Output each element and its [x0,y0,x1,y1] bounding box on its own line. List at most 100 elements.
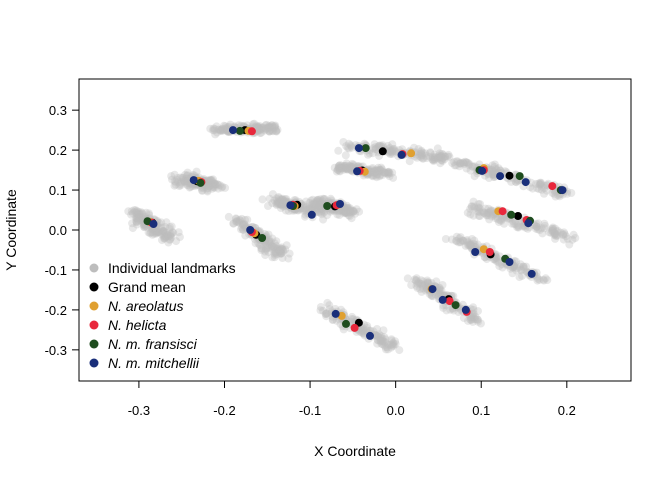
landmark-point [452,236,461,245]
landmark-point [172,237,181,246]
landmark-point [560,230,569,239]
landmark-point [438,154,447,163]
landmark-point [255,124,264,133]
landmark-point [537,185,546,194]
landmark-point [417,149,426,158]
landmark-point [235,216,244,225]
landmark-point [300,204,309,213]
landmark-point [403,274,412,283]
landmark-point [347,206,356,215]
landmark-point [378,141,387,150]
landmark-point [387,148,396,157]
landmark-point [344,164,352,173]
landmark-point [274,244,283,253]
landmark-point [316,200,325,209]
landmark-point [391,340,400,348]
landmark-point [277,245,286,253]
landmark-point [500,219,509,228]
landmark-point [308,204,316,213]
landmark-point [497,216,506,225]
landmark-point [542,186,551,195]
landmark-point [137,216,145,225]
landmark-point [414,278,423,287]
landmark-point [418,154,427,163]
landmark-point [391,147,400,156]
landmark-point [284,254,293,263]
landmark-point [275,245,284,254]
landmark-point [372,331,381,340]
landmark-point [158,227,167,236]
landmark-point [413,153,421,162]
landmark-point [241,215,249,224]
landmark-point [173,174,182,182]
landmark-point [459,314,468,322]
landmark-point [235,215,244,224]
landmark-point [137,213,146,222]
landmark-point [516,260,525,269]
landmark-point [304,204,313,213]
landmark-point [338,163,347,172]
landmark-clouds [124,119,580,355]
landmark-point [487,165,496,174]
mean-point [286,201,295,210]
landmark-point [285,249,294,258]
landmark-point [334,146,343,155]
landmark-point [489,170,498,179]
landmark-point [548,226,557,235]
landmark-point [494,164,503,173]
landmark-point [385,169,394,178]
landmark-point [438,281,447,289]
landmark-point [483,209,492,217]
landmark-point [342,142,351,151]
landmark-point [565,240,574,249]
landmark-point [454,308,463,316]
landmark-point [256,241,265,250]
landmark-point [262,120,271,129]
y-tick-label: 0.3 [49,103,67,118]
landmark-point [437,150,446,158]
landmark-point [359,326,368,334]
landmark-point [468,162,477,171]
landmark-point [340,209,349,218]
landmark-point [279,202,288,211]
landmark-point [211,180,220,189]
landmark-point [183,176,192,185]
landmark-point [384,168,393,177]
landmark-point [166,232,175,240]
landmark-point [268,121,276,130]
landmark-point [265,123,274,132]
landmark-point [539,276,548,285]
mean-point [478,166,487,175]
landmark-point [179,175,188,184]
landmark-point [145,211,154,220]
landmark-point [440,152,449,161]
landmark-point [270,249,279,258]
landmark-point [341,163,350,172]
x-axis-title: X Coordinate [314,443,396,459]
landmark-point [342,208,351,217]
landmark-point [209,175,218,184]
landmark-point [238,220,247,229]
landmark-point [348,312,356,321]
landmark-point [488,161,497,170]
landmark-point [344,163,353,172]
landmark-point [133,210,142,219]
landmark-point [435,151,444,160]
legend-swatch [89,339,99,349]
landmark-point [548,188,557,197]
landmark-point [253,124,262,133]
landmark-point [474,203,483,212]
mean-point [258,234,267,242]
landmark-point [277,249,286,258]
landmark-point [488,211,497,220]
landmark-point [531,224,540,233]
landmark-point [481,204,490,213]
y-tick-label: 0.2 [49,143,67,158]
y-axis-title: Y Coordinate [3,189,19,271]
landmark-point [466,241,475,250]
landmark-point [275,248,284,257]
landmark-point [268,199,277,208]
landmark-point [154,228,163,237]
landmark-point [273,198,282,206]
landmark-point [476,319,485,328]
